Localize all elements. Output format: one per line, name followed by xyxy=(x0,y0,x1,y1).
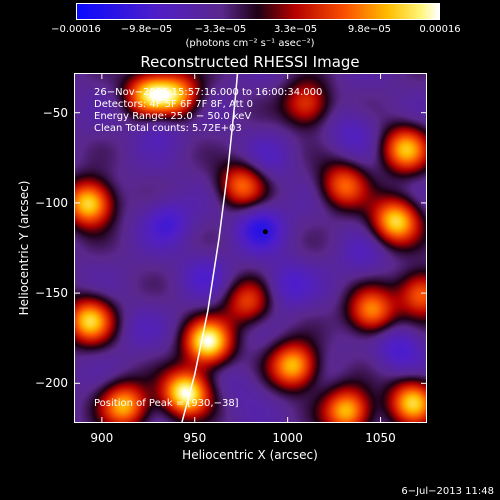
annotation-time-range: 26−Nov−2005 15:57:16.000 to 16:00:34.000 xyxy=(94,87,323,98)
footer-timestamp: 6−Jul−2013 11:48 xyxy=(401,486,494,497)
solar-limb-curve xyxy=(181,73,239,423)
heatmap-image xyxy=(74,73,427,423)
y-tick-label: −100 xyxy=(35,195,68,210)
x-tick-label: 900 xyxy=(90,431,114,445)
y-tick-label: −200 xyxy=(35,376,68,391)
colorbar-tick-label: −0.00016 xyxy=(51,24,101,35)
colorbar-tick-label: −3.3e−05 xyxy=(194,24,247,35)
annotation-detectors: Detectors: 4F 5F 6F 7F 8F, Att 0 xyxy=(94,99,254,110)
colorbar-tick-label: 0.00016 xyxy=(419,24,461,35)
x-tick-label: 950 xyxy=(183,431,207,445)
y-axis-label: Heliocentric Y (arcsec) xyxy=(17,180,31,316)
x-tick-label: 1050 xyxy=(365,431,396,445)
y-tick-label: −50 xyxy=(42,105,68,120)
y-tick-label: −150 xyxy=(35,286,68,301)
plot-frame xyxy=(74,73,427,423)
chart-title: Reconstructed RHESSI Image xyxy=(140,53,360,71)
y-tick-marks xyxy=(74,112,427,384)
colorbar xyxy=(76,3,440,20)
x-tick-marks xyxy=(101,73,382,423)
x-tick-label: 1000 xyxy=(272,431,303,445)
colorbar-tick-label: −9.8e−05 xyxy=(120,24,173,35)
annotation-energy-range: Energy Range: 25.0 − 50.0 keV xyxy=(94,111,252,122)
colorbar-unit-label: (photons cm⁻² s⁻¹ asec⁻²) xyxy=(185,38,315,49)
peak-marker xyxy=(262,229,268,235)
annotation-total-counts: Clean Total counts: 5.72E+03 xyxy=(94,123,242,134)
x-axis-label: Heliocentric X (arcsec) xyxy=(182,448,318,462)
colorbar-tick-label: 9.8e−05 xyxy=(347,24,392,35)
plot-overlay xyxy=(74,73,427,423)
colorbar-tick-label: 3.3e−05 xyxy=(273,24,318,35)
annotation-peak-position: Position of Peak = [930,−38] xyxy=(94,398,239,409)
